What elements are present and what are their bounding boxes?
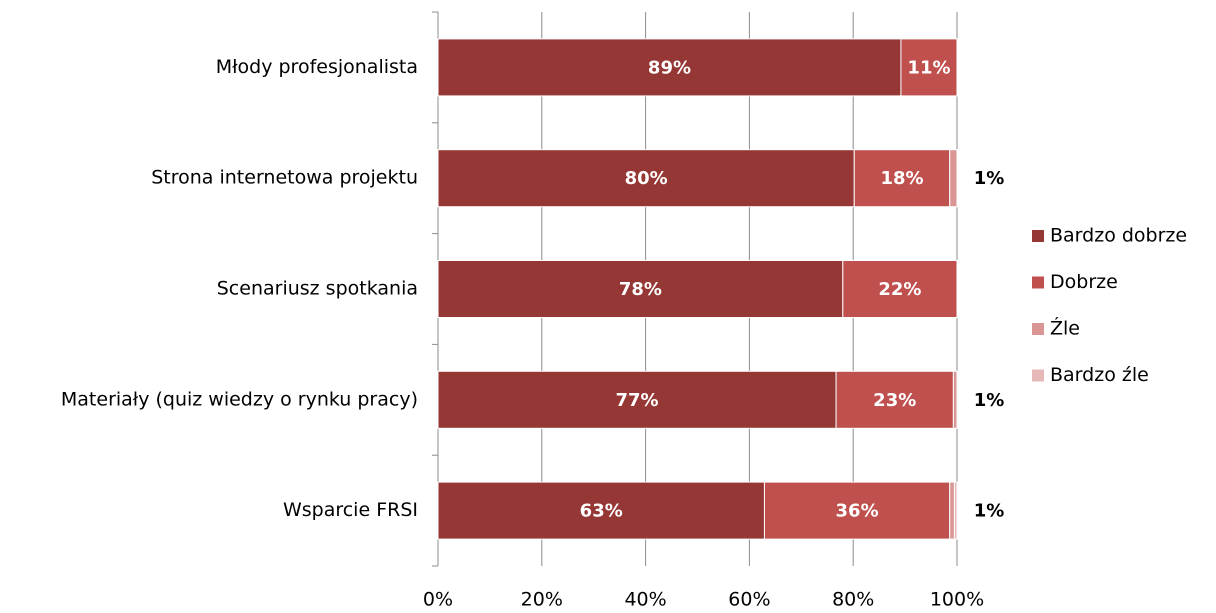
value-label: 77% [615,390,658,411]
value-label: 78% [619,279,662,300]
legend-label: Dobrze [1050,271,1118,293]
legend-swatch [1032,276,1044,289]
value-label: 89% [648,57,691,78]
bar-segment [437,481,765,540]
x-tick-label: 100% [930,589,984,611]
bar-segment [437,260,844,318]
legend-label: Bardzo źle [1050,364,1149,386]
bar-segment [900,38,958,97]
x-tick-label: 80% [832,589,874,611]
value-label: 36% [836,501,879,522]
y-tick-label: Materiały (quiz wiedzy o rynku pracy) [61,388,418,410]
x-tick-label: 40% [624,589,666,611]
legend-label: Źle [1050,317,1080,340]
y-tick-label: Młody profesjonalista [216,56,418,78]
legend-label: Bardzo dobrze [1050,225,1187,247]
bar-segment [437,149,855,208]
value-label: 22% [878,279,921,300]
value-label: 1% [974,390,1005,411]
bar-segment [437,38,902,97]
y-tick-label: Wsparcie FRSI [283,499,418,521]
legend-swatch [1032,230,1044,242]
x-tick-label: 60% [728,589,770,611]
y-tick-label: Scenariusz spotkania [217,278,418,300]
y-tick-label: Strona internetowa projektu [151,167,418,189]
value-label: 23% [873,390,916,411]
value-label: 1% [974,168,1005,189]
bar-segment [953,481,958,540]
bar-segment [853,149,951,208]
x-tick-label: 20% [521,589,563,611]
value-label: 1% [974,501,1005,522]
bar-segment [842,260,958,318]
value-label: 63% [580,501,623,522]
x-tick-label: 0% [423,589,453,611]
value-label: 11% [907,57,950,78]
bar-segment [437,370,837,429]
legend-swatch [1032,369,1044,382]
bar-segment [763,481,951,540]
value-label: 80% [625,168,668,189]
value-label: 18% [880,168,923,189]
bar-segment [949,149,958,208]
legend-swatch [1032,323,1044,335]
bar-segment [949,481,955,540]
bar-segment [952,370,958,429]
